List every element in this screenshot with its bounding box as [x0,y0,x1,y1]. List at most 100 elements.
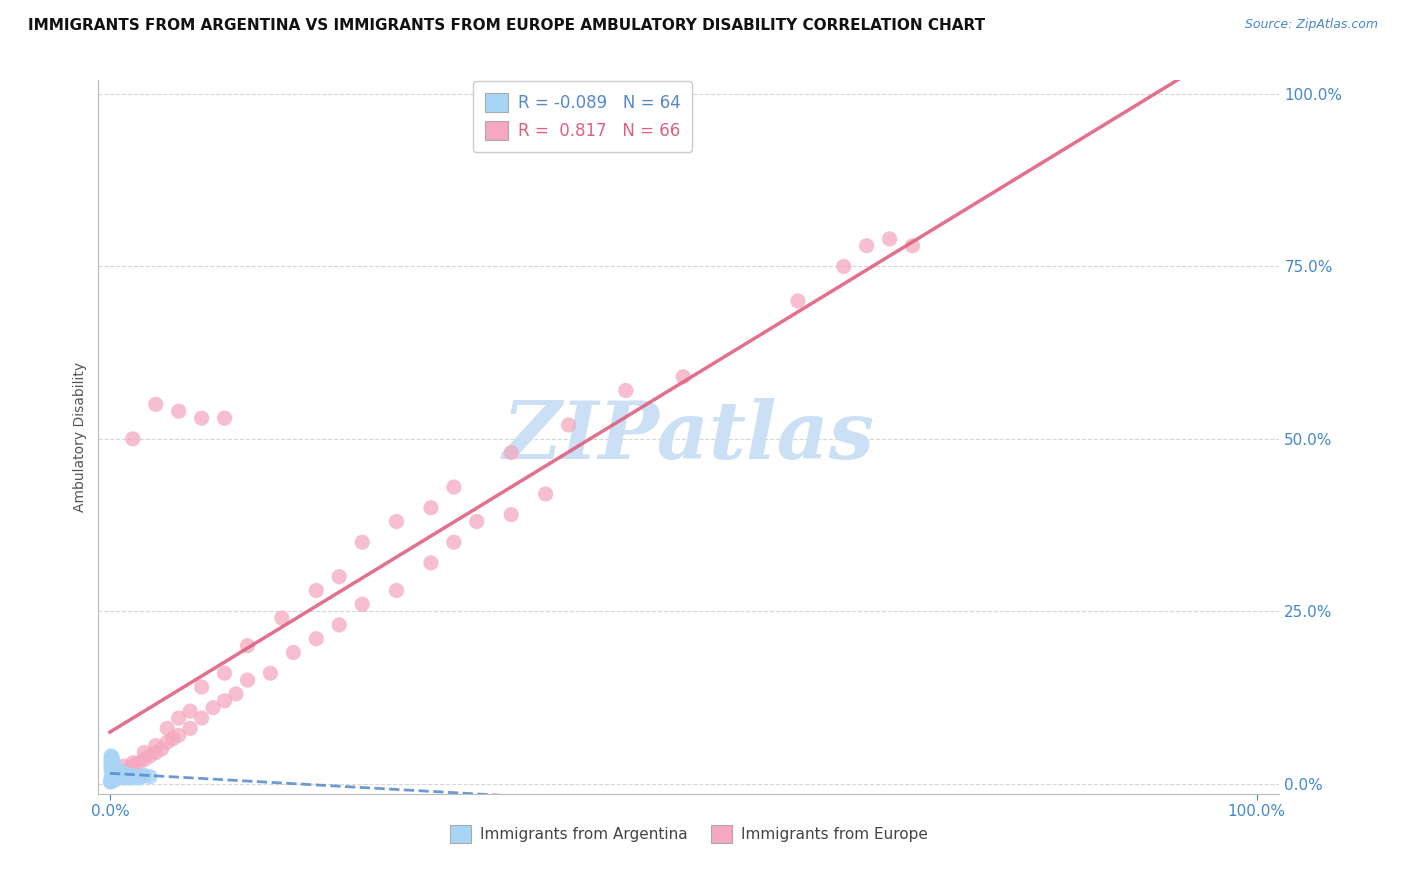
Point [236,673,259,687]
Point [534,487,557,501]
Point [110,770,132,784]
Point [112,766,135,780]
Point [103,755,125,769]
Point [112,771,135,785]
Point [108,768,131,782]
Point [167,711,190,725]
Point [104,767,127,781]
Point [139,748,162,763]
Point [103,766,125,780]
Point [101,750,124,764]
Point [105,766,128,780]
Point [103,764,125,778]
Point [117,771,139,785]
Point [101,773,124,788]
Point [283,646,305,660]
Point [107,770,129,784]
Point [103,772,125,787]
Point [108,764,131,778]
Point [105,764,128,778]
Point [121,432,143,446]
Point [328,570,350,584]
Point [501,508,523,522]
Point [786,293,808,308]
Point [145,746,167,760]
Point [115,770,138,784]
Point [879,232,901,246]
Point [100,775,122,789]
Point [110,770,132,784]
Point [112,768,135,782]
Point [385,515,408,529]
Point [105,768,128,782]
Point [443,480,465,494]
Point [103,768,125,782]
Point [162,731,184,746]
Point [236,639,259,653]
Point [134,768,156,782]
Point [465,515,488,529]
Point [614,384,637,398]
Point [672,369,695,384]
Point [104,763,127,777]
Point [103,765,125,780]
Point [501,445,523,459]
Point [121,759,143,773]
Point [100,771,122,785]
Point [105,771,128,785]
Point [150,742,173,756]
Point [108,768,131,782]
Y-axis label: Ambulatory Disability: Ambulatory Disability [73,362,87,512]
Point [214,694,236,708]
Point [131,770,153,784]
Point [104,764,127,778]
Point [190,411,212,425]
Point [103,760,125,774]
Point [901,239,924,253]
Point [190,680,212,694]
Point [145,739,167,753]
Point [121,771,143,785]
Point [305,632,328,646]
Point [115,764,138,778]
Text: Source: ZipAtlas.com: Source: ZipAtlas.com [1244,18,1378,31]
Point [328,618,350,632]
Point [167,404,190,418]
Point [190,711,212,725]
Point [107,767,129,781]
Point [121,756,143,770]
Point [270,611,292,625]
Point [443,535,465,549]
Point [100,748,122,763]
Point [100,763,122,777]
Point [100,774,122,789]
Point [305,583,328,598]
Point [420,556,443,570]
Point [103,771,125,785]
Point [855,239,877,253]
Point [103,770,125,784]
Point [259,666,281,681]
Point [225,687,247,701]
Point [100,752,122,766]
Point [385,583,408,598]
Point [179,722,201,736]
Point [134,746,156,760]
Point [101,772,124,787]
Point [139,770,162,784]
Point [101,757,124,772]
Point [108,767,131,781]
Point [115,767,138,781]
Point [108,770,131,784]
Point [117,763,139,777]
Point [100,773,122,788]
Point [134,752,156,766]
Point [100,756,122,770]
Point [101,770,124,784]
Point [352,535,374,549]
Point [101,766,124,780]
Point [111,767,134,781]
Point [120,761,142,775]
Point [103,761,125,775]
Point [107,771,129,785]
